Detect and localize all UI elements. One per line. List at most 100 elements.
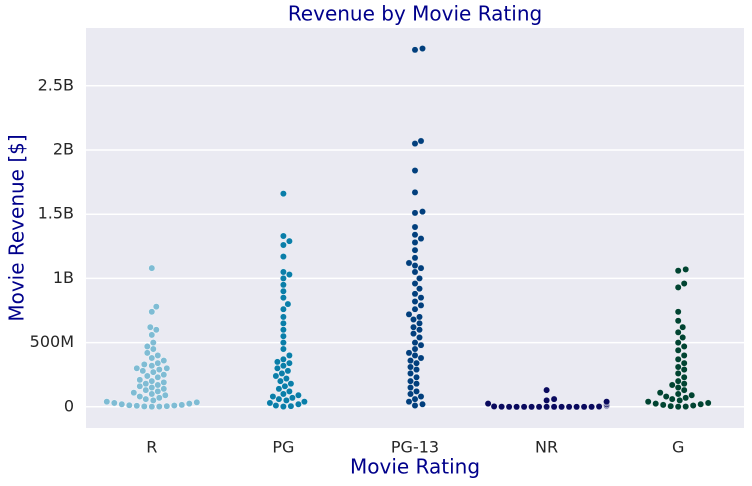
y-tick-label: 0	[64, 396, 74, 415]
swarm-point	[652, 400, 660, 408]
swarm-point	[278, 370, 286, 377]
swarm-point	[279, 232, 287, 240]
swarm-point	[520, 403, 528, 411]
swarm-point	[674, 384, 682, 391]
swarm-point	[140, 361, 148, 368]
swarm-point	[411, 280, 419, 287]
swarm-point	[680, 386, 688, 394]
y-tick-label: 2B	[53, 139, 74, 158]
x-axis-label: Movie Rating	[350, 455, 480, 479]
swarm-point	[411, 140, 419, 147]
swarm-point	[680, 380, 688, 388]
swarm-point	[133, 364, 141, 372]
swarm-point	[160, 357, 168, 364]
swarm-point	[674, 267, 682, 275]
swarm-point	[152, 326, 160, 334]
swarm-point	[281, 382, 289, 390]
swarm-point	[130, 389, 138, 397]
swarm-point	[411, 290, 419, 298]
swarm-point	[284, 300, 292, 308]
swarm-point	[659, 401, 667, 409]
swarm-point	[407, 357, 414, 364]
swarm-point	[411, 46, 419, 54]
swarm-point	[411, 262, 419, 269]
swarm-point	[407, 377, 414, 385]
swarm-point	[674, 355, 682, 363]
swarm-point	[279, 332, 287, 340]
swarm-point	[279, 403, 287, 410]
swarm-point	[674, 283, 682, 291]
swarm-point	[419, 45, 426, 52]
swarm-point	[543, 386, 550, 394]
swarm-point	[125, 401, 133, 409]
swarm-point	[266, 399, 274, 407]
swarm-point	[413, 380, 420, 388]
swarm-point	[680, 373, 688, 381]
swarm-point	[279, 241, 287, 249]
swarm-point	[644, 398, 652, 406]
swarm-point	[550, 403, 558, 411]
swarm-point	[155, 403, 163, 410]
swarm-point	[279, 305, 287, 313]
swarm-point	[275, 395, 283, 403]
x-tick-label: R	[146, 438, 157, 457]
swarm-point	[416, 319, 423, 327]
swarm-point	[407, 370, 414, 377]
swarm-point	[413, 359, 420, 367]
swarm-point	[139, 367, 147, 375]
swarm-point	[668, 381, 676, 389]
swarm-point	[118, 400, 126, 408]
swarm-point	[680, 280, 688, 287]
swarm-point	[528, 403, 535, 411]
swarm-point	[410, 316, 417, 323]
swarm-point	[416, 275, 423, 282]
swarm-point	[285, 271, 293, 278]
swarm-point	[285, 352, 293, 359]
swarm-point	[148, 264, 156, 272]
swarm-point	[411, 246, 419, 254]
swarm-point	[484, 400, 492, 408]
swarm-point	[411, 339, 419, 347]
swarm-point	[148, 390, 156, 398]
swarm-point	[288, 394, 296, 402]
swarm-point	[155, 366, 163, 373]
swarm-point	[149, 396, 157, 404]
swarm-point	[272, 402, 280, 409]
swarm-point	[558, 403, 565, 411]
swarm-point	[136, 376, 144, 384]
swarm-point	[680, 366, 688, 373]
swarm-point	[178, 401, 186, 409]
swarm-point	[142, 380, 150, 388]
swarm-point	[148, 362, 156, 370]
swarm-point	[704, 399, 712, 407]
swarm-point	[679, 334, 687, 341]
swarm-point	[411, 188, 419, 196]
swarm-point	[163, 364, 171, 372]
swarm-point	[279, 275, 287, 282]
swarm-point	[160, 379, 168, 386]
swarm-point	[595, 403, 603, 410]
swarm-point	[411, 298, 419, 305]
swarm-point	[146, 323, 154, 331]
swarm-point	[411, 254, 419, 262]
swarm-point	[154, 388, 162, 395]
swarm-point	[674, 308, 682, 316]
swarm-point	[668, 395, 676, 403]
swarm-point	[294, 400, 302, 408]
swarm-point	[140, 403, 148, 410]
swarm-point	[276, 377, 284, 385]
swarm-point	[679, 323, 687, 331]
y-tick-label: 1.5B	[38, 204, 74, 223]
swarm-point	[279, 287, 287, 295]
swarm-point	[148, 384, 156, 391]
swarm-point	[154, 373, 162, 381]
swarm-point	[543, 396, 550, 404]
swarm-point	[688, 391, 696, 399]
swarm-point	[411, 223, 419, 231]
swarm-point	[148, 331, 156, 339]
swarm-point	[680, 343, 688, 350]
swarm-point	[133, 402, 141, 410]
swarm-point	[149, 345, 157, 353]
swarm-point	[136, 382, 144, 390]
swarm-point	[505, 403, 513, 411]
